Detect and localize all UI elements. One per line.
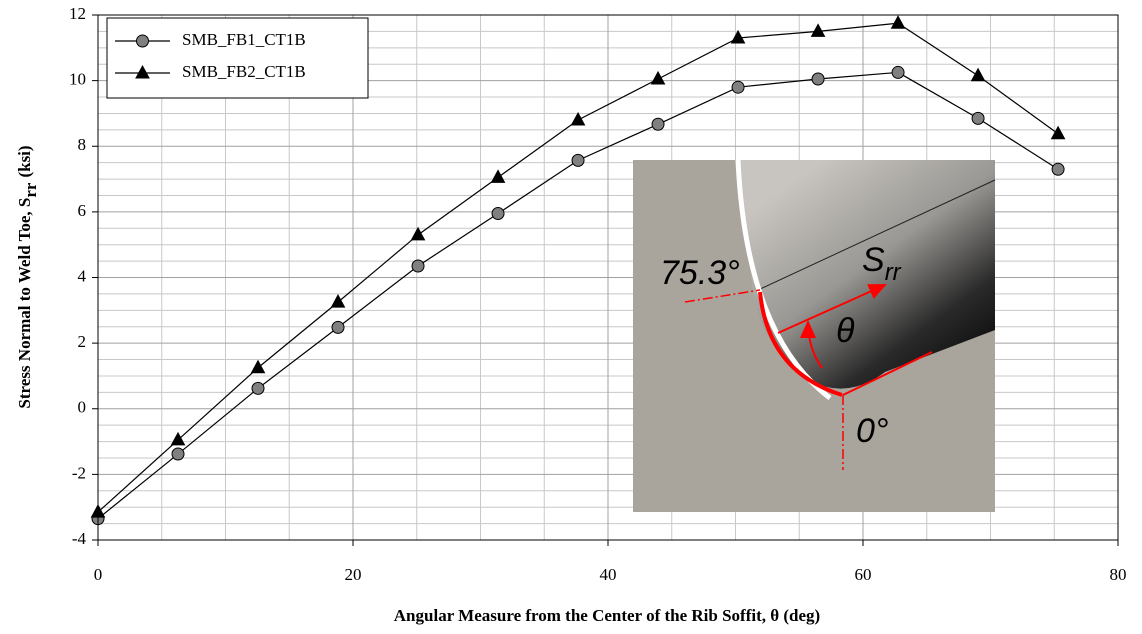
marker [970, 67, 986, 82]
marker [490, 169, 506, 183]
marker [411, 259, 425, 273]
marker [250, 359, 266, 374]
x-axis-label: Angular Measure from the Center of the R… [394, 606, 820, 625]
stress-arrow [777, 284, 887, 334]
marker [811, 72, 825, 86]
stress-symbol: S [862, 241, 885, 279]
legend-label: SMB_FB2_CT1B [182, 62, 306, 81]
marker [890, 15, 906, 29]
rib-edge [757, 179, 996, 291]
zero-label: 0° [856, 412, 889, 450]
y-label-text: Stress Normal to Weld Toe, S [15, 198, 34, 409]
theta-label: θ [836, 312, 855, 350]
marker [571, 153, 585, 167]
y-tick-label: 0 [78, 398, 87, 417]
y-tick-label: 12 [69, 4, 86, 23]
y-label-unit: (ksi) [15, 145, 34, 177]
dash-line [684, 289, 761, 303]
marker [731, 80, 745, 94]
x-tick-label: 80 [1110, 565, 1127, 584]
inset-image: 75.3° Srr θ 0° [633, 159, 996, 512]
marker [491, 207, 505, 221]
angle-label: 75.3° [660, 254, 740, 292]
red-line [842, 351, 933, 396]
marker [171, 447, 185, 461]
marker [570, 111, 586, 126]
marker [891, 65, 905, 79]
marker [170, 431, 186, 446]
y-axis-label: Stress Normal to Weld Toe, Srr (ksi) [15, 145, 40, 408]
y-tick-label: 2 [78, 332, 87, 351]
marker [810, 23, 826, 37]
marker [651, 117, 665, 131]
y-tick-label: 8 [78, 135, 87, 154]
x-tick-label: 60 [855, 565, 872, 584]
marker [730, 29, 746, 44]
marker [136, 34, 149, 48]
marker [135, 64, 150, 79]
x-tick-label: 0 [94, 565, 103, 584]
marker [331, 320, 345, 334]
marker [330, 294, 346, 308]
y-label-sub: rr [21, 182, 40, 198]
y-tick-label: 10 [69, 70, 86, 89]
y-tick-label: 6 [78, 201, 87, 220]
legend-label: SMB_FB1_CT1B [182, 30, 306, 49]
y-tick-label: 4 [78, 266, 87, 285]
marker [251, 381, 265, 395]
plot-frame [97, 14, 1119, 541]
y-tick-label: -2 [72, 463, 86, 482]
stress-sub: rr [885, 259, 902, 286]
legend-box [106, 17, 369, 99]
marker [650, 70, 666, 85]
legend: SMB_FB1_CT1B SMB_FB2_CT1B [106, 17, 369, 99]
stress-label: Srr [862, 241, 902, 286]
x-tick-label: 40 [600, 565, 617, 584]
red-arc [758, 291, 843, 397]
marker [410, 226, 426, 241]
x-tick-label: 20 [345, 565, 362, 584]
plot [90, 15, 1066, 526]
marker [1050, 125, 1066, 140]
y-tick-label: -4 [72, 529, 87, 548]
theta-arrow [800, 320, 823, 369]
marker [1051, 162, 1065, 176]
marker [971, 111, 985, 125]
